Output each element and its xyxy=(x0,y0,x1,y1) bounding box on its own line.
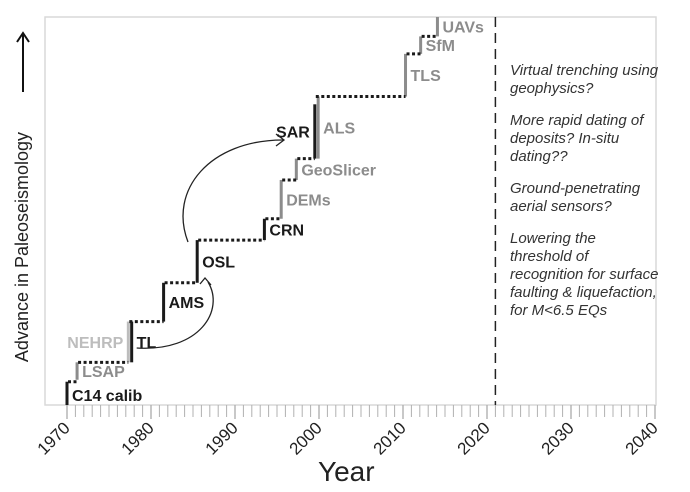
arrow-tl-to-osl xyxy=(136,281,214,349)
step-label: TLS xyxy=(411,68,442,85)
influence-arrows xyxy=(136,133,286,349)
x-tick-label: 2040 xyxy=(622,418,662,458)
step-label: GeoSlicer xyxy=(301,162,376,179)
plot-frame xyxy=(44,16,657,406)
step-label: SfM xyxy=(426,38,455,55)
x-tick-label: 2020 xyxy=(454,418,494,458)
y-axis-label: Advance in Paleoseismology xyxy=(12,131,32,363)
future-note: Virtual trenching using geophysics? xyxy=(510,62,659,97)
step-label: UAVs xyxy=(442,20,484,37)
step-label: NEHRP xyxy=(67,335,123,352)
step-label: DEMs xyxy=(286,192,331,209)
x-tick-label: 1990 xyxy=(202,418,242,458)
step-label: ALS xyxy=(323,121,355,138)
step-label: C14 calib xyxy=(72,388,142,405)
step-label: CRN xyxy=(269,222,304,239)
arrowhead-icon xyxy=(275,133,286,147)
arrow-osl-to-sar xyxy=(182,139,284,243)
y-axis-arrow-icon xyxy=(16,31,30,92)
step-label: TL xyxy=(137,335,157,352)
step-label: LSAP xyxy=(82,364,125,381)
step-label: AMS xyxy=(169,295,205,312)
step-label: OSL xyxy=(202,254,235,271)
x-tick-label: 1980 xyxy=(118,418,158,458)
x-tick-label: 1970 xyxy=(34,418,74,458)
future-notes: Virtual trenching using geophysics? More… xyxy=(510,62,660,334)
future-note: More rapid dating of deposits? In-situ d… xyxy=(510,112,644,165)
arrowhead-icon xyxy=(199,276,212,286)
x-tick-label: 2000 xyxy=(286,418,326,458)
x-axis-label: Year xyxy=(318,456,375,487)
x-axis-tick-labels: 1970 1980 1990 2000 2010 2020 2030 2040 xyxy=(34,418,662,458)
x-axis-ticks xyxy=(66,405,656,419)
step-label: SAR xyxy=(276,124,310,141)
step-series: C14 calib LSAP NEHRP TL AMS OSL CRN DEMs GeoSlic… xyxy=(65,17,484,405)
x-tick-label: 2030 xyxy=(538,418,578,458)
x-tick-label: 2010 xyxy=(370,418,410,458)
future-note: Lowering the threshold of recognition fo… xyxy=(510,230,659,319)
future-note: Ground-penetrating aerial sensors? xyxy=(510,180,641,215)
